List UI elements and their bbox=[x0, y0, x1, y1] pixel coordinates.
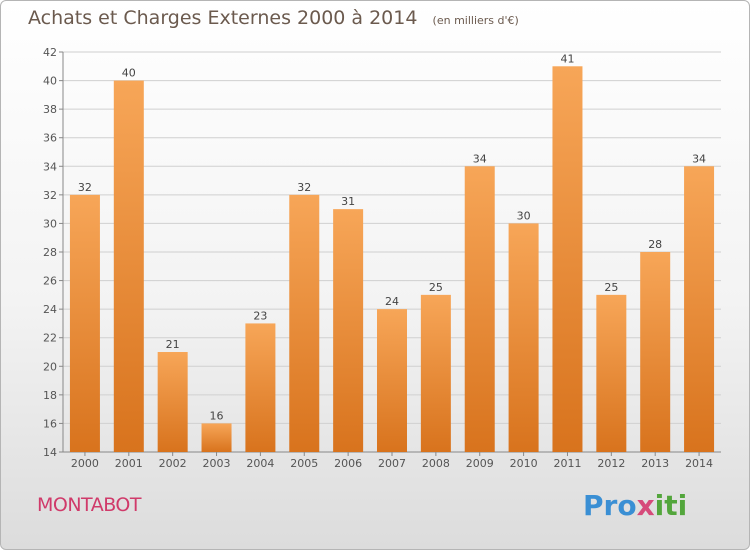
bar-2009 bbox=[464, 166, 495, 453]
proxiti-logo: Proxiti bbox=[583, 489, 687, 522]
y-tick-label: 40 bbox=[43, 75, 57, 88]
value-label-2014: 34 bbox=[692, 152, 706, 165]
y-tick-label: 38 bbox=[43, 103, 57, 116]
y-tick-label: 32 bbox=[43, 189, 57, 202]
x-tick-label-2013: 2013 bbox=[641, 457, 669, 470]
bar-2004 bbox=[245, 323, 276, 452]
value-label-2002: 21 bbox=[166, 338, 180, 351]
x-tick-label-2012: 2012 bbox=[597, 457, 625, 470]
chart-title: Achats et Charges Externes 2000 à 2014 bbox=[28, 7, 418, 29]
value-label-2003: 16 bbox=[210, 409, 224, 422]
logo-part-2: x bbox=[636, 489, 655, 522]
x-tick-label-2005: 2005 bbox=[290, 457, 318, 470]
y-tick-label: 18 bbox=[43, 389, 57, 402]
bar-2006 bbox=[333, 209, 364, 452]
x-tick-label-2006: 2006 bbox=[334, 457, 362, 470]
value-label-2005: 32 bbox=[297, 181, 311, 194]
bar-2000 bbox=[69, 194, 100, 452]
x-tick-label-2000: 2000 bbox=[71, 457, 99, 470]
x-tick-label-2007: 2007 bbox=[378, 457, 406, 470]
x-tick-label-2001: 2001 bbox=[115, 457, 143, 470]
bar-2002 bbox=[157, 352, 188, 452]
value-label-2007: 24 bbox=[385, 295, 399, 308]
x-tick-label-2003: 2003 bbox=[203, 457, 231, 470]
chart-title-block: Achats et Charges Externes 2000 à 2014 (… bbox=[28, 7, 519, 29]
y-tick-label: 20 bbox=[43, 360, 57, 373]
bar-2013 bbox=[640, 252, 671, 452]
x-tick-label-2008: 2008 bbox=[422, 457, 450, 470]
x-tick-label-2011: 2011 bbox=[553, 457, 581, 470]
chart-subtitle: (en milliers d'€) bbox=[432, 14, 519, 27]
bar-2007 bbox=[377, 309, 407, 452]
value-label-2010: 30 bbox=[517, 209, 531, 222]
bar-2014 bbox=[684, 166, 715, 453]
bar-2012 bbox=[596, 294, 627, 452]
bar-2010 bbox=[508, 223, 539, 452]
x-tick-label-2004: 2004 bbox=[246, 457, 274, 470]
value-label-2011: 41 bbox=[560, 52, 574, 65]
value-label-2001: 40 bbox=[122, 67, 136, 80]
y-tick-label: 36 bbox=[43, 132, 57, 145]
y-tick-label: 34 bbox=[43, 160, 57, 173]
logo-part-1: Pro bbox=[583, 489, 637, 522]
y-tick-label: 14 bbox=[43, 446, 57, 459]
value-label-2012: 25 bbox=[604, 281, 618, 294]
value-label-2006: 31 bbox=[341, 195, 355, 208]
y-tick-label: 22 bbox=[43, 332, 57, 345]
y-tick-label: 42 bbox=[43, 46, 57, 59]
y-tick-label: 30 bbox=[43, 217, 57, 230]
y-tick-label: 26 bbox=[43, 275, 57, 288]
city-name: MONTABOT bbox=[37, 494, 141, 516]
value-label-2004: 23 bbox=[253, 309, 267, 322]
bar-2001 bbox=[113, 80, 144, 453]
value-label-2013: 28 bbox=[648, 238, 662, 251]
bar-2003 bbox=[201, 423, 232, 452]
bar-2011 bbox=[552, 66, 583, 453]
value-label-2008: 25 bbox=[429, 281, 443, 294]
logo-part-3: iti bbox=[654, 489, 688, 522]
bar-2008 bbox=[420, 294, 451, 452]
y-tick-label: 28 bbox=[43, 246, 57, 259]
bar-2005 bbox=[289, 194, 320, 452]
y-tick-label: 24 bbox=[43, 303, 57, 316]
value-label-2000: 32 bbox=[78, 181, 92, 194]
x-tick-label-2014: 2014 bbox=[685, 457, 713, 470]
value-label-2009: 34 bbox=[473, 152, 487, 165]
x-tick-label-2010: 2010 bbox=[510, 457, 538, 470]
x-tick-label-2002: 2002 bbox=[159, 457, 187, 470]
x-tick-label-2009: 2009 bbox=[466, 457, 494, 470]
y-tick-label: 16 bbox=[43, 417, 57, 430]
